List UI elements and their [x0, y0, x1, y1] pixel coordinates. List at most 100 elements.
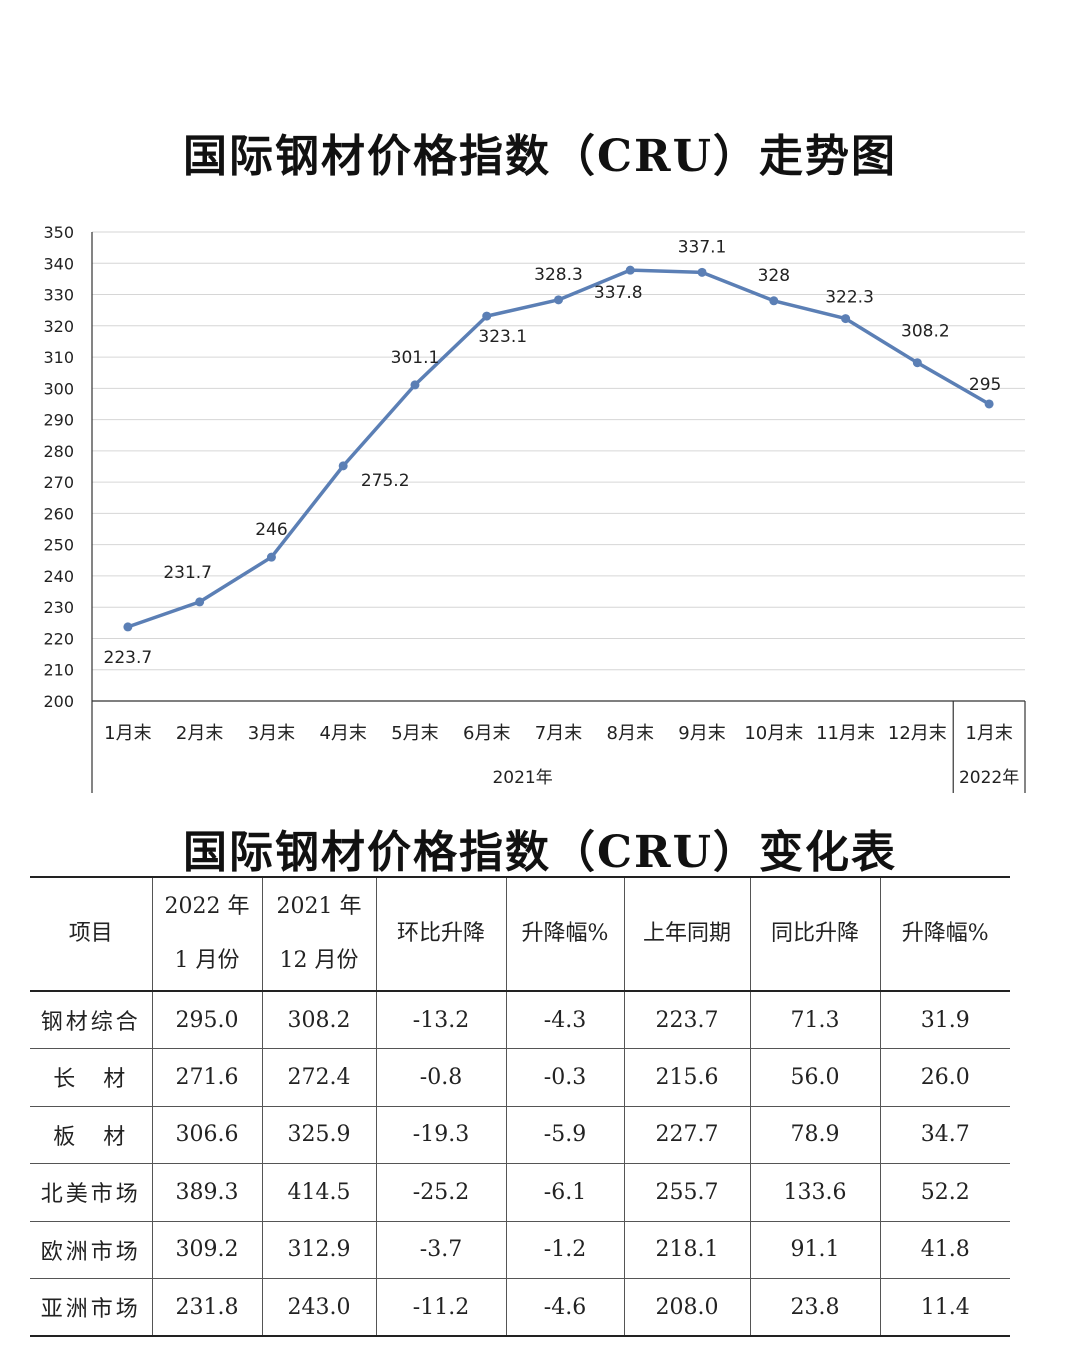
y-tick-label: 340 [43, 254, 74, 273]
cru-change-table: 项目 2022 年 1 月份 2021 年 12 月份 环比升降 升降幅% 上年同期 同比升降 升… [30, 876, 1010, 1337]
table-cell: 271.6 [151, 1048, 263, 1107]
y-tick-label: 300 [43, 379, 74, 398]
table-cell: -11.2 [375, 1278, 507, 1337]
y-tick-label: 320 [43, 317, 74, 336]
y-tick-label: 280 [43, 442, 74, 461]
table-cell: 91.1 [749, 1220, 881, 1279]
table-cell: 231.8 [151, 1278, 263, 1337]
series-line [127, 268, 990, 629]
table-header-text: 项目 [68, 921, 113, 946]
table-cell: 52.2 [879, 1163, 1010, 1222]
table-header-cell: 升降幅% [879, 876, 1010, 992]
table-cell: 295.0 [151, 990, 263, 1049]
row-label-cell: 板 材 [30, 1105, 153, 1164]
table-cell: -5.9 [505, 1105, 625, 1164]
table-cell: 11.4 [879, 1278, 1010, 1337]
table-title: 国际钢材价格指数（CRU）变化表 [183, 827, 897, 878]
table-header-cell: 环比升降 [375, 876, 507, 992]
data-point [554, 295, 563, 305]
table-header-cell: 2022 年 1 月份 [151, 876, 263, 992]
y-tick-label: 260 [43, 504, 74, 523]
y-tick-label: 240 [43, 567, 74, 586]
table-header-text: 2021 年 [276, 894, 362, 919]
table-header-row: 项目 2022 年 1 月份 2021 年 12 月份 环比升降 升降幅% 上年同期 同比升降 升… [30, 876, 1010, 992]
table-header-text: 1 月份 [174, 948, 240, 973]
y-tick-label: 350 [43, 223, 74, 242]
table-header-text: 环比升降 [396, 921, 485, 946]
table-cell: 133.6 [749, 1163, 881, 1222]
x-tick-label: 8月末 [607, 723, 654, 744]
chart-title: 国际钢材价格指数（CRU）走势图 [183, 131, 897, 182]
table-cell: 71.3 [749, 990, 881, 1049]
data-label: 337.8 [594, 283, 643, 303]
table-cell: 23.8 [749, 1278, 881, 1337]
data-label: 328 [758, 266, 790, 286]
data-label: 323.1 [478, 327, 527, 347]
table-row: 欧洲市场 309.2 312.9 -3.7 -1.2 218.1 91.1 41.8 [30, 1220, 1010, 1279]
data-point [195, 597, 205, 607]
table-cell: -4.3 [505, 990, 625, 1049]
table-header-text: 升降幅% [901, 921, 989, 946]
table-cell: 41.8 [879, 1220, 1010, 1279]
x-tick-label: 5月末 [391, 723, 438, 744]
table-header-text: 12 月份 [279, 948, 359, 973]
data-label: 295 [969, 375, 1001, 395]
table-cell: 223.7 [623, 990, 751, 1049]
table-cell: -25.2 [375, 1163, 507, 1222]
x-group-label: 2022年 [959, 768, 1019, 788]
data-label: 322.3 [825, 288, 874, 308]
data-label: 246 [255, 520, 287, 540]
table-row: 钢材综合 295.0 308.2 -13.2 -4.3 223.7 71.3 31.9 [30, 990, 1010, 1049]
y-tick-label: 210 [43, 661, 74, 680]
data-label: 231.7 [163, 563, 212, 583]
table-cell: 208.0 [623, 1278, 751, 1337]
y-tick-label: 330 [43, 286, 74, 305]
table-cell: 272.4 [261, 1048, 377, 1107]
table-cell: 215.6 [623, 1048, 751, 1107]
data-point [841, 314, 851, 324]
table-cell: 243.0 [261, 1278, 377, 1337]
x-tick-label: 1月末 [965, 723, 1012, 744]
table-cell: 325.9 [261, 1105, 377, 1164]
table-row: 亚洲市场 231.8 243.0 -11.2 -4.6 208.0 23.8 11.4 [30, 1278, 1010, 1337]
table-header-cell: 同比升降 [749, 876, 881, 992]
data-point [410, 380, 420, 390]
cru-line-chart: 200 210 220 230 240 250 260 270 280 290 300 310 320 3… [43, 223, 1026, 793]
table-cell: 31.9 [879, 990, 1010, 1049]
data-point [482, 311, 492, 321]
data-point [625, 265, 635, 275]
x-tick-label: 1月末 [104, 723, 151, 744]
table-cell: 255.7 [623, 1163, 751, 1222]
data-label: 328.3 [534, 265, 583, 285]
table-cell: -6.1 [505, 1163, 625, 1222]
table-cell: 56.0 [749, 1048, 881, 1107]
y-tick-label: 200 [43, 692, 74, 711]
data-label: 223.7 [104, 648, 153, 668]
y-tick-label: 270 [43, 473, 74, 492]
table-header-cell: 升降幅% [505, 876, 625, 992]
x-group-label: 2021年 [492, 768, 552, 788]
table-row: 板 材 306.6 325.9 -19.3 -5.9 227.7 78.9 34.7 [30, 1105, 1010, 1164]
data-point [266, 552, 276, 562]
data-point [769, 296, 779, 306]
data-label: 308.2 [901, 322, 950, 342]
y-tick-label: 220 [43, 629, 74, 648]
row-label-cell: 欧洲市场 [30, 1220, 153, 1279]
data-point [338, 461, 348, 471]
table-cell: -1.2 [505, 1220, 625, 1279]
y-tick-label: 250 [43, 536, 74, 555]
data-point [697, 267, 707, 277]
row-label-cell: 长 材 [30, 1048, 153, 1107]
data-label: 337.1 [678, 237, 727, 257]
table-cell: 218.1 [623, 1220, 751, 1279]
table-header-text: 2022 年 [164, 894, 250, 919]
table-header-text: 升降幅% [521, 921, 609, 946]
table-cell: 309.2 [151, 1220, 263, 1279]
table-cell: 414.5 [261, 1163, 377, 1222]
data-point [984, 399, 994, 409]
table-cell: 34.7 [879, 1105, 1010, 1164]
x-tick-label: 3月末 [248, 723, 295, 744]
table-cell: 312.9 [261, 1220, 377, 1279]
table-header-text: 同比升降 [770, 921, 859, 946]
